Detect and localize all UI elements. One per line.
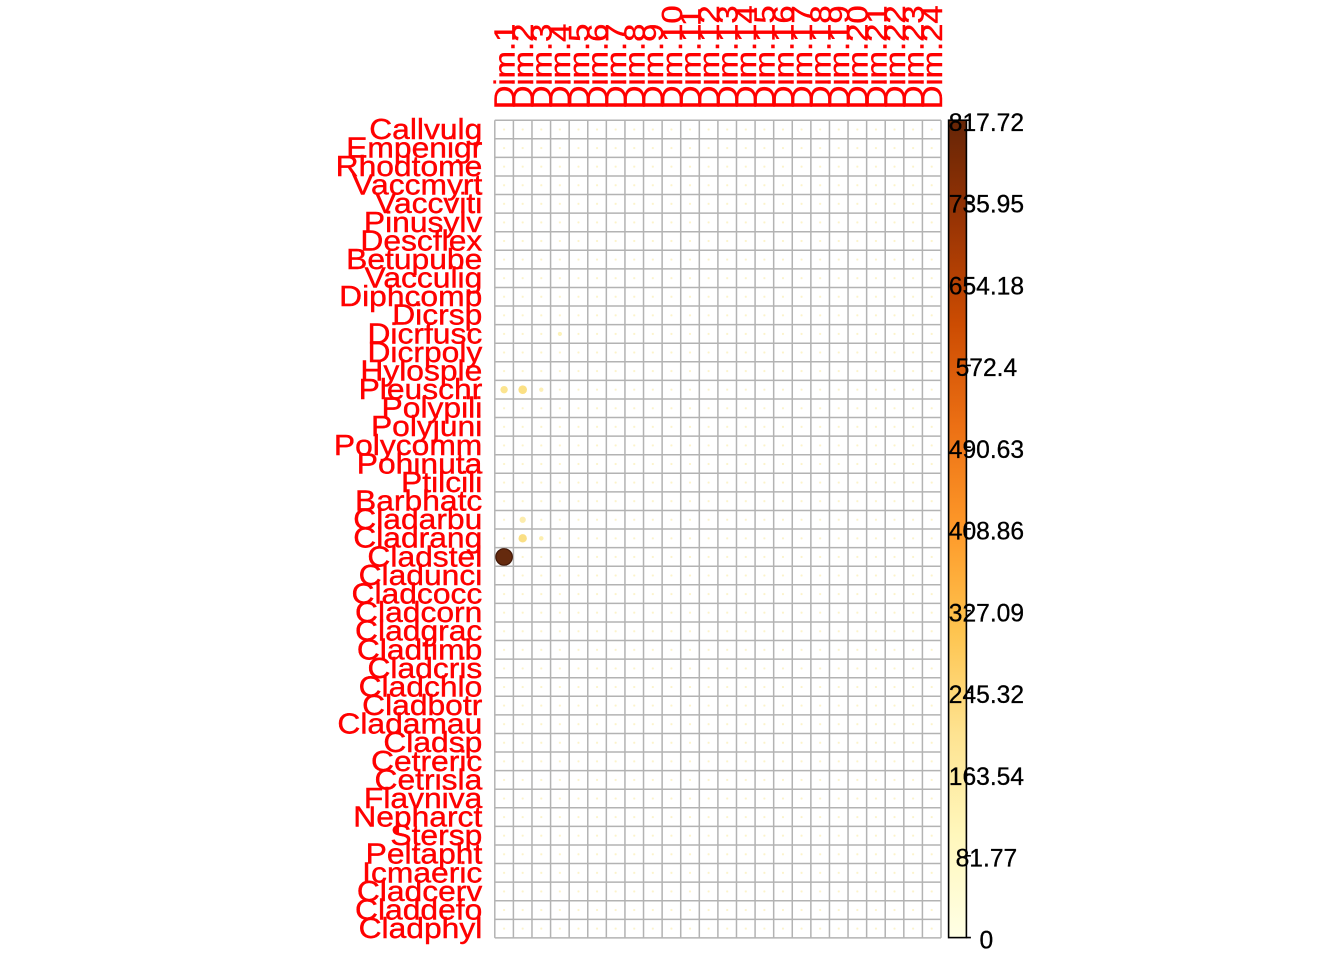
svg-text:Callvulg: Callvulg bbox=[369, 114, 482, 145]
svg-text:Cladfimb: Cladfimb bbox=[357, 635, 482, 666]
svg-text:327.09: 327.09 bbox=[949, 600, 1024, 627]
svg-text:Dim.10: Dim.10 bbox=[656, 5, 688, 109]
svg-text:Icmaeric: Icmaeric bbox=[362, 858, 482, 889]
svg-text:Dim.2: Dim.2 bbox=[507, 24, 539, 110]
svg-text:Diphcomp: Diphcomp bbox=[339, 282, 482, 313]
svg-text:Dim.13: Dim.13 bbox=[712, 5, 744, 109]
svg-text:Cladarbu: Cladarbu bbox=[353, 505, 482, 536]
svg-text:Dim.4: Dim.4 bbox=[544, 24, 576, 110]
svg-text:Dim.16: Dim.16 bbox=[767, 5, 799, 109]
svg-text:Polyjuni: Polyjuni bbox=[371, 412, 482, 443]
svg-text:Dim.3: Dim.3 bbox=[526, 24, 558, 110]
svg-text:Dim.15: Dim.15 bbox=[749, 5, 781, 109]
svg-text:Dicrfusc: Dicrfusc bbox=[367, 319, 482, 350]
svg-text:654.18: 654.18 bbox=[949, 273, 1024, 300]
svg-text:Ptilcili: Ptilcili bbox=[401, 468, 482, 499]
svg-text:Cladcerv: Cladcerv bbox=[357, 876, 482, 907]
svg-text:408.86: 408.86 bbox=[949, 519, 1024, 546]
svg-text:Polycomm: Polycomm bbox=[334, 430, 482, 461]
svg-text:Cetrisla: Cetrisla bbox=[375, 765, 483, 796]
svg-text:Rhodtome: Rhodtome bbox=[336, 152, 483, 183]
svg-text:Dicrsp: Dicrsp bbox=[392, 300, 482, 331]
svg-text:Dim.14: Dim.14 bbox=[730, 5, 762, 109]
svg-text:81.77: 81.77 bbox=[956, 846, 1018, 873]
svg-text:Dim.17: Dim.17 bbox=[786, 5, 818, 109]
svg-text:Cladbotr: Cladbotr bbox=[362, 691, 482, 722]
svg-text:Dim.9: Dim.9 bbox=[637, 24, 669, 110]
svg-text:Pinusylv: Pinusylv bbox=[364, 207, 482, 238]
svg-text:Dim.23: Dim.23 bbox=[898, 5, 930, 109]
svg-text:Cladamau: Cladamau bbox=[337, 709, 482, 740]
svg-text:Dim.18: Dim.18 bbox=[805, 5, 837, 109]
svg-text:Cladunci: Cladunci bbox=[359, 560, 483, 591]
svg-text:Dim.20: Dim.20 bbox=[842, 5, 874, 109]
svg-text:Polypili: Polypili bbox=[382, 393, 483, 424]
svg-text:Barbhatc: Barbhatc bbox=[355, 486, 482, 517]
svg-text:Stersp: Stersp bbox=[390, 821, 482, 852]
svg-text:Dim.21: Dim.21 bbox=[860, 5, 892, 109]
svg-text:Vacculig: Vacculig bbox=[364, 263, 482, 294]
svg-text:735.95: 735.95 bbox=[949, 192, 1024, 219]
svg-text:490.63: 490.63 bbox=[949, 437, 1024, 464]
svg-text:Cetreric: Cetreric bbox=[371, 746, 482, 777]
svg-text:Dim.12: Dim.12 bbox=[693, 5, 725, 109]
svg-text:Dim.5: Dim.5 bbox=[563, 24, 595, 110]
svg-text:Flavniva: Flavniva bbox=[364, 783, 483, 814]
svg-text:Cladsp: Cladsp bbox=[383, 728, 482, 759]
svg-text:Cladphyl: Cladphyl bbox=[359, 914, 483, 945]
svg-text:Dim.22: Dim.22 bbox=[879, 5, 911, 109]
svg-text:Dim.8: Dim.8 bbox=[619, 24, 651, 110]
svg-text:Cladchlo: Cladchlo bbox=[359, 672, 483, 703]
svg-text:163.54: 163.54 bbox=[949, 764, 1024, 791]
svg-text:572.4: 572.4 bbox=[956, 355, 1018, 382]
svg-text:Dim.24: Dim.24 bbox=[916, 5, 948, 109]
svg-text:Cladcorn: Cladcorn bbox=[355, 598, 482, 629]
svg-text:Pohinuta: Pohinuta bbox=[357, 449, 483, 480]
svg-text:Cladcocc: Cladcocc bbox=[352, 579, 483, 610]
svg-text:Cladstel: Cladstel bbox=[367, 542, 482, 573]
svg-text:0: 0 bbox=[980, 927, 994, 954]
svg-text:Cladcris: Cladcris bbox=[367, 653, 482, 684]
svg-text:Vaccviti: Vaccviti bbox=[375, 189, 482, 220]
svg-text:Dicrpoly: Dicrpoly bbox=[367, 337, 483, 368]
svg-text:Dim.1: Dim.1 bbox=[489, 24, 521, 110]
svg-text:Dim.7: Dim.7 bbox=[600, 24, 632, 110]
svg-text:Descflex: Descflex bbox=[360, 226, 482, 257]
svg-text:Hylosple: Hylosple bbox=[360, 356, 482, 387]
svg-text:Dim.19: Dim.19 bbox=[823, 5, 855, 109]
svg-text:Dim.6: Dim.6 bbox=[581, 24, 613, 110]
svg-text:Vaccmyrt: Vaccmyrt bbox=[352, 170, 483, 201]
svg-text:817.72: 817.72 bbox=[949, 110, 1024, 137]
svg-text:Cladrang: Cladrang bbox=[353, 523, 482, 554]
svg-text:Cladgrac: Cladgrac bbox=[355, 616, 482, 647]
svg-text:Betupube: Betupube bbox=[346, 244, 482, 275]
svg-text:Nepharct: Nepharct bbox=[353, 802, 483, 833]
svg-text:Pleuschr: Pleuschr bbox=[359, 375, 483, 406]
svg-text:Claddefo: Claddefo bbox=[355, 895, 482, 926]
svg-text:245.32: 245.32 bbox=[949, 682, 1024, 709]
svg-text:Empenigr: Empenigr bbox=[346, 133, 482, 164]
svg-text:Peltapht: Peltapht bbox=[366, 839, 483, 870]
svg-text:Dim.11: Dim.11 bbox=[674, 8, 706, 109]
